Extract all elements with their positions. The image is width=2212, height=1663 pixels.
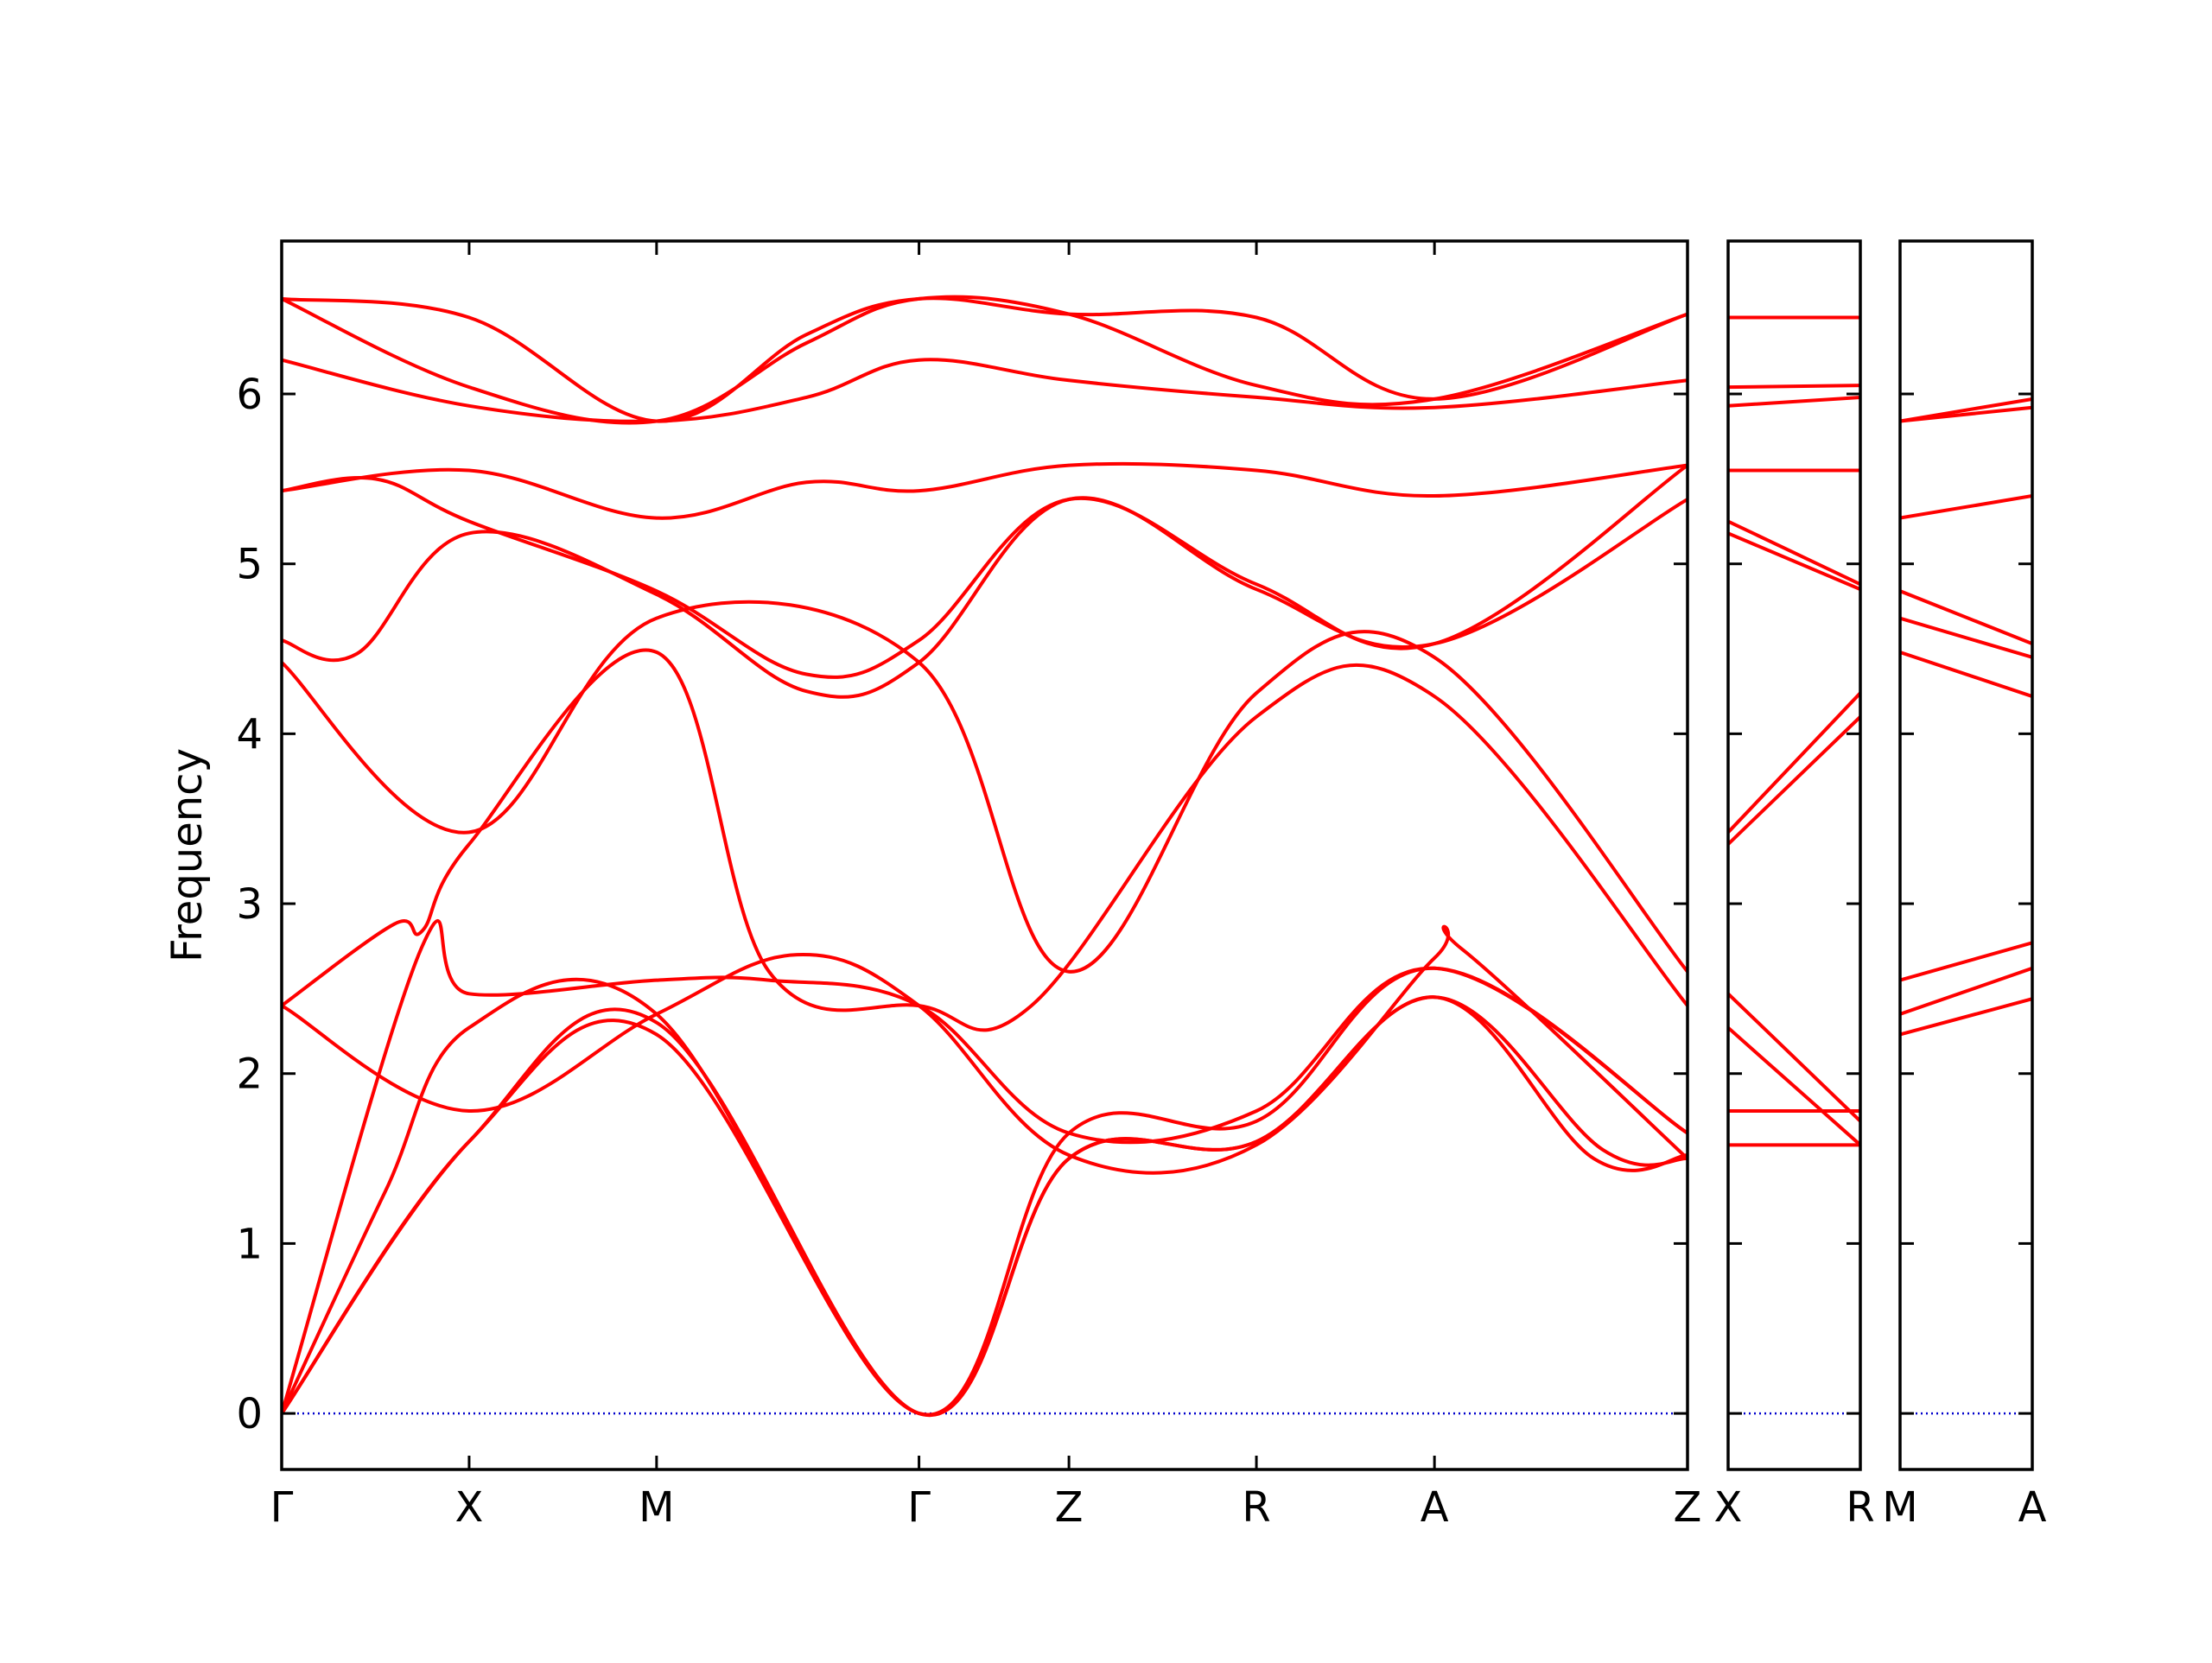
y-tick-label: 1: [236, 1220, 263, 1268]
y-tick-label: 6: [236, 371, 263, 419]
x-tick-label: A: [1421, 1483, 1449, 1532]
band-line-13: [282, 296, 1688, 423]
bands-xr: [1728, 315, 1860, 1147]
bands-ma: [1900, 397, 2032, 1037]
band-line-3: [1728, 1025, 1860, 1147]
x-tick-label: R: [1242, 1483, 1270, 1532]
panel-frame: [1726, 239, 1862, 1471]
band-line-2: [282, 995, 1688, 1418]
y-tick-label: 4: [236, 710, 263, 759]
band-line-5: [282, 924, 1688, 1175]
band-line-10: [1728, 395, 1860, 408]
x-tick-label: R: [1846, 1483, 1874, 1532]
band-line-4: [1900, 650, 2032, 699]
panel-frame: [1898, 239, 2034, 1471]
band-line-4: [1728, 992, 1860, 1123]
band-line-6: [1900, 589, 2032, 646]
x-tick-label: Z: [1055, 1483, 1084, 1532]
y-tick-label: 0: [236, 1390, 263, 1438]
band-line-11: [1728, 384, 1860, 390]
x-tick-label: Γ: [270, 1483, 294, 1532]
y-tick-label: 2: [236, 1050, 263, 1099]
band-line-3: [1900, 941, 2032, 982]
y-axis-label: Frequency: [163, 748, 212, 962]
x-tick-label: M: [639, 1483, 674, 1532]
band-line-4: [282, 918, 1688, 1416]
y-tick-label: 5: [236, 541, 263, 589]
band-line-7: [282, 600, 1688, 974]
panel-frame: [280, 239, 1689, 1471]
band-line-8: [1728, 519, 1860, 587]
band-line-8: [282, 496, 1688, 699]
band-line-5: [1900, 616, 2032, 659]
x-tick-label: Z: [1674, 1483, 1702, 1532]
y-tick-label: 3: [236, 880, 263, 929]
band-line-5: [1728, 714, 1860, 847]
band-line-6: [1728, 691, 1860, 835]
band-line-10: [282, 461, 1688, 520]
band-line-9: [1900, 397, 2032, 423]
x-tick-label: X: [1714, 1483, 1743, 1532]
panel-main: Γ X M Γ Z R A Z 0 1 2 3 4 5 6: [236, 239, 1702, 1532]
band-line-9: [282, 463, 1688, 679]
band-line-3: [282, 966, 1688, 1417]
band-line-1: [1900, 997, 2032, 1037]
band-line-11: [282, 358, 1688, 423]
x-tick-label: X: [454, 1483, 483, 1532]
x-tick-label: M: [1882, 1483, 1917, 1532]
bands-main: [282, 295, 1688, 1418]
band-line-6: [282, 648, 1688, 1032]
band-line-7: [1728, 531, 1860, 592]
band-line-7: [1900, 494, 2032, 520]
x-tick-label: Γ: [907, 1483, 931, 1532]
x-tick-label: A: [2018, 1483, 2047, 1532]
band-line-2: [1900, 966, 2032, 1016]
